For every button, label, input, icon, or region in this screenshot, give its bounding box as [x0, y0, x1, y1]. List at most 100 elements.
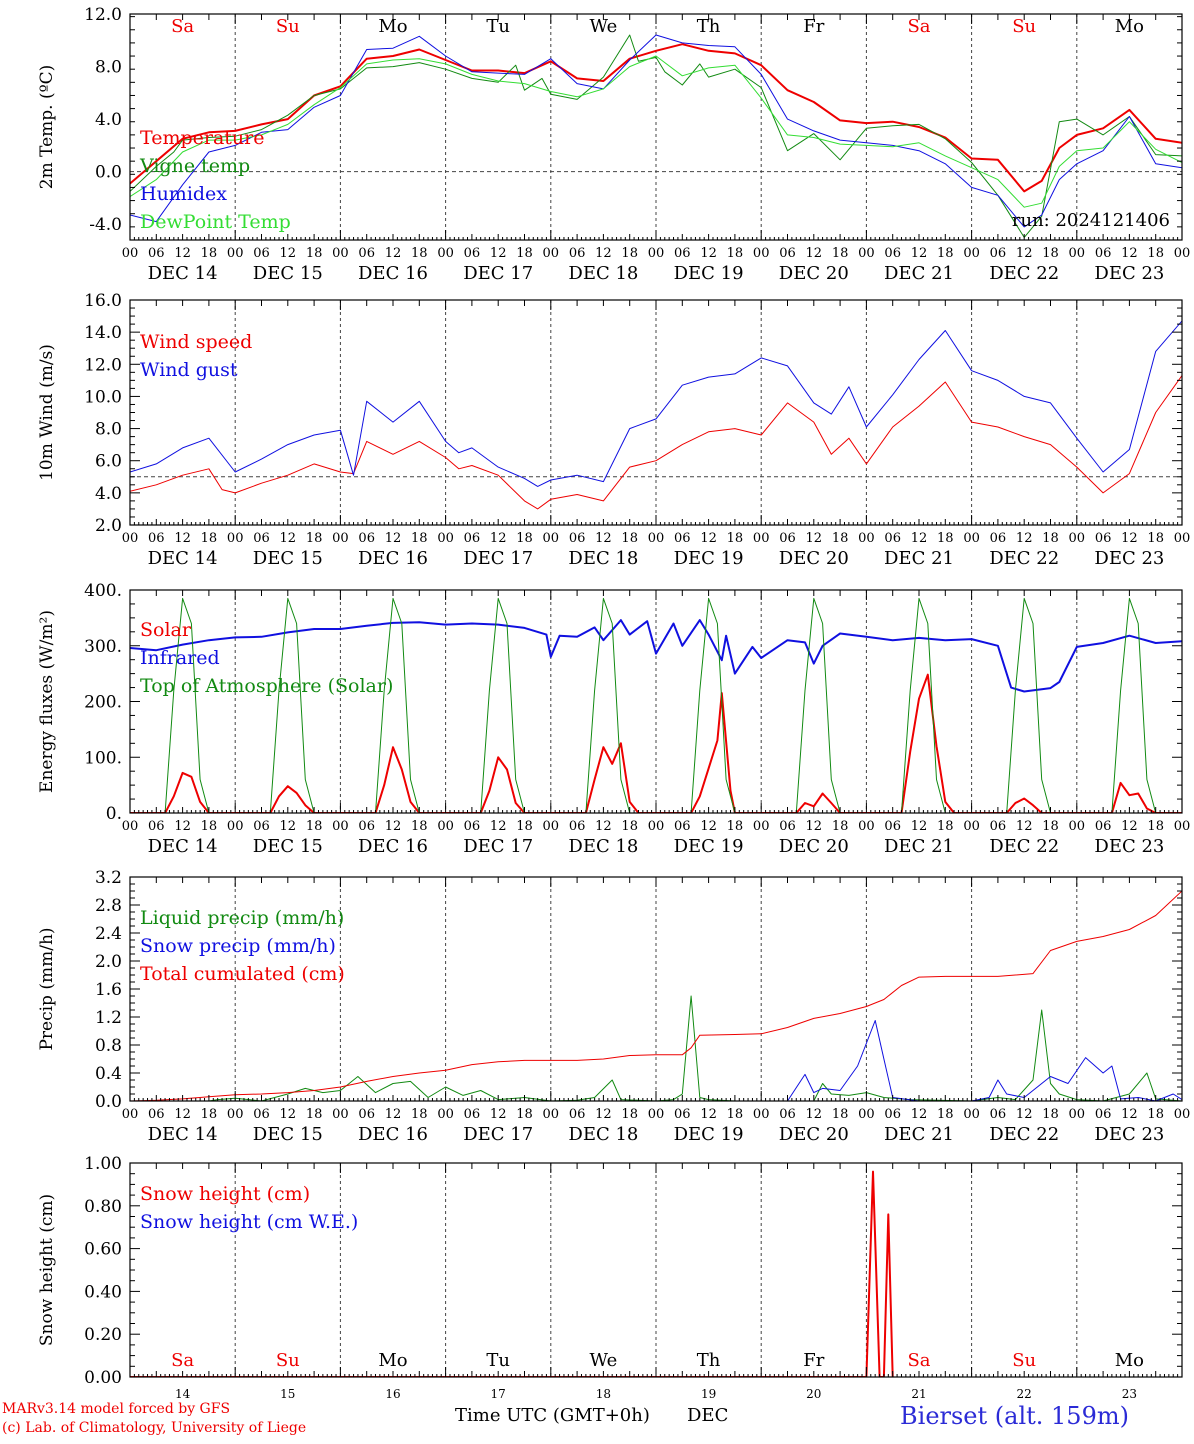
hour-tick-label: 06	[148, 246, 165, 261]
legend-entry: Solar	[140, 619, 192, 641]
hour-tick-label: 06	[358, 531, 375, 546]
date-label: DEC 15	[253, 548, 323, 569]
legend-entry: Snow precip (mm/h)	[140, 935, 336, 957]
y-tick-label: 0.80	[84, 1197, 122, 1217]
hour-tick-label: 18	[201, 1107, 218, 1122]
y-tick-label: 0.60	[84, 1240, 122, 1260]
y-tick-label: 0.0	[95, 1092, 122, 1112]
legend-entry: Wind speed	[140, 331, 252, 353]
y-tick-label: 0.8	[95, 1036, 122, 1056]
y-axis-title: 2m Temp. (ºC)	[37, 65, 57, 190]
day-number-label: 16	[385, 1387, 400, 1401]
hour-tick-label: 18	[516, 1107, 533, 1122]
y-tick-label: 0.00	[84, 1368, 122, 1388]
date-label: DEC 23	[1094, 263, 1164, 284]
hour-tick-label: 06	[674, 819, 691, 834]
hour-tick-label: 18	[306, 246, 323, 261]
hour-tick-label: 18	[832, 819, 849, 834]
hour-tick-label: 12	[806, 819, 823, 834]
hour-tick-label: 06	[1095, 819, 1112, 834]
hour-tick-label: 00	[963, 1107, 980, 1122]
hour-tick-label: 12	[1016, 531, 1033, 546]
hour-tick-label: 18	[621, 531, 638, 546]
hour-tick-label: 00	[858, 246, 875, 261]
legend-entry: Humidex	[140, 183, 227, 205]
date-label: DEC 15	[253, 836, 323, 857]
hour-tick-label: 18	[1042, 1107, 1059, 1122]
hour-tick-label: 18	[727, 531, 744, 546]
y-tick-label: 8.0	[95, 420, 122, 440]
hour-tick-label: 00	[437, 819, 454, 834]
hour-tick-label: 18	[201, 246, 218, 261]
hour-tick-label: 06	[253, 1107, 270, 1122]
panel-5: 1.00 0.80 0.60 0.40 0.20 0.00 Snow height (cm)…	[37, 1154, 1183, 1388]
hour-tick-label: 12	[1121, 531, 1138, 546]
weekday-label-top: Sa	[907, 16, 930, 37]
legend-entry: Temperature	[140, 127, 264, 149]
date-label: DEC 19	[674, 263, 744, 284]
day-number-label: 23	[1122, 1387, 1137, 1401]
date-label: DEC 22	[989, 548, 1059, 569]
panel-4: 00 06 12 18 00 06 12 18 00 06 12 18 00 06 12 18 00 06 12 18…	[37, 868, 1190, 1145]
series-line-solar	[130, 673, 1182, 813]
hour-tick-label: 12	[490, 819, 507, 834]
hour-tick-label: 00	[1174, 819, 1191, 834]
date-label: DEC 18	[568, 1124, 638, 1145]
y-axis-title: Energy fluxes (W/m²)	[37, 610, 57, 793]
hour-tick-label: 18	[621, 1107, 638, 1122]
hour-tick-label: 00	[543, 246, 560, 261]
weekday-label-top: Mo	[1115, 16, 1144, 37]
hour-tick-label: 00	[227, 531, 244, 546]
date-label: DEC 17	[463, 836, 533, 857]
weekday-label-top: Th	[697, 16, 721, 37]
hour-tick-label: 06	[884, 819, 901, 834]
hour-tick-label: 06	[464, 1107, 481, 1122]
y-tick-label: 2.0	[95, 516, 122, 536]
hour-tick-label: 00	[227, 819, 244, 834]
hour-tick-label: 06	[674, 246, 691, 261]
series-line-snow-precip-mm-h-	[130, 1020, 1182, 1101]
hour-tick-label: 00	[1069, 246, 1086, 261]
hour-tick-label: 18	[937, 246, 954, 261]
hour-tick-label: 00	[753, 1107, 770, 1122]
hour-tick-label: 12	[385, 246, 402, 261]
hour-tick-label: 18	[832, 246, 849, 261]
day-number-label: 21	[911, 1387, 926, 1401]
y-tick-label: 16.0	[84, 291, 122, 311]
hour-tick-label: 06	[884, 246, 901, 261]
hour-tick-label: 00	[858, 819, 875, 834]
hour-tick-label: 00	[858, 1107, 875, 1122]
hour-tick-label: 00	[753, 246, 770, 261]
series-line-wind-gust	[130, 320, 1182, 487]
hour-tick-label: 12	[911, 246, 928, 261]
hour-tick-label: 00	[963, 819, 980, 834]
y-tick-label: 8.0	[95, 58, 122, 78]
date-label: DEC 19	[674, 1124, 744, 1145]
hour-tick-label: 00	[227, 1107, 244, 1122]
hour-tick-label: 06	[148, 531, 165, 546]
hour-tick-label: 18	[201, 531, 218, 546]
hour-tick-label: 00	[963, 246, 980, 261]
hour-tick-label: 12	[595, 246, 612, 261]
y-tick-label: 0.0	[95, 163, 122, 183]
hour-tick-label: 12	[174, 531, 191, 546]
hour-tick-label: 18	[411, 819, 428, 834]
y-tick-label: -4.0	[89, 215, 122, 235]
weekday-label-top: Mo	[378, 16, 407, 37]
hour-tick-label: 12	[700, 1107, 717, 1122]
lab-credit: (c) Lab. of Climatology, University of L…	[2, 1420, 307, 1436]
weekday-label-bottom: Sa	[171, 1350, 194, 1371]
y-tick-label: 12.0	[84, 5, 122, 25]
panel-3: 00 06 12 18 00 06 12 18 00 06 12 18 00 06 12 18 00 06 12 18…	[37, 581, 1190, 857]
hour-tick-label: 06	[990, 531, 1007, 546]
day-number-label: 20	[806, 1387, 821, 1401]
date-label: DEC 19	[674, 548, 744, 569]
hour-tick-label: 06	[990, 819, 1007, 834]
hour-tick-label: 12	[280, 819, 297, 834]
y-tick-label: 6.0	[95, 452, 122, 472]
hour-tick-label: 12	[1121, 246, 1138, 261]
y-tick-label: 1.00	[84, 1154, 122, 1174]
legend-entry: Wind gust	[140, 359, 238, 381]
